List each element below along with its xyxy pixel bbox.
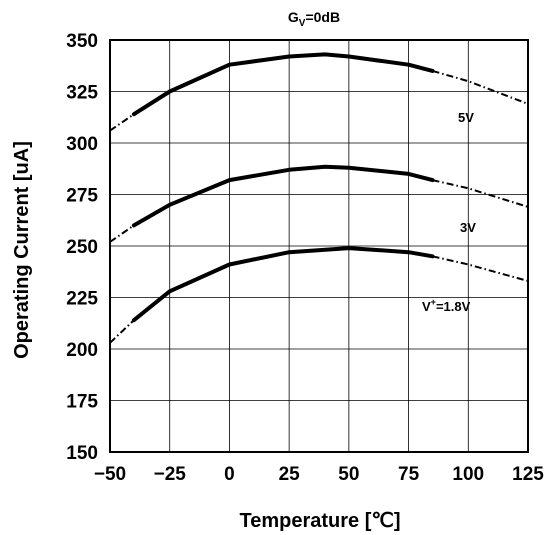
y-tick-label: 275 [66, 186, 98, 207]
x-tick-label: 75 [398, 464, 420, 485]
grid-lines [109, 39, 529, 453]
series-measured-line [131, 164, 435, 228]
plot-frame [109, 39, 529, 453]
title-main: G [288, 9, 299, 25]
chart-title: GV=0dB [288, 9, 340, 29]
series-lines [109, 52, 529, 344]
y-tick-label: 325 [66, 83, 98, 104]
y-tick-label: 225 [66, 289, 98, 310]
y-tick-label: 200 [66, 340, 98, 361]
title-sub: V [299, 18, 306, 29]
title-rest: =0dB [305, 9, 340, 25]
tick-labels: −50 −25 0 25 50 75 100 125 150 175 200 225 250 275 300… [66, 31, 544, 485]
series-extrapolation-high [432, 69, 529, 105]
y-axis-title: Operating Current [uA] [11, 141, 33, 359]
x-tick-label: 50 [338, 464, 359, 485]
x-axis-title: Temperature [℃] [239, 510, 400, 532]
series-extrapolation-low [109, 113, 135, 132]
series-label-1-8v: V+=1.8V [422, 297, 471, 314]
series-extrapolation-high [432, 179, 529, 208]
series-label-3v: 3V [460, 220, 476, 235]
series-extrapolation-low [109, 224, 135, 243]
series-label-5v: 5V [458, 110, 474, 125]
x-tick-label: 0 [224, 464, 235, 485]
x-tick-label: −25 [154, 464, 187, 485]
y-tick-label: 175 [66, 392, 98, 413]
series-extrapolation-low [109, 319, 135, 344]
series-measured-line [131, 52, 435, 117]
x-tick-label: −50 [94, 464, 126, 485]
x-tick-label: 100 [452, 464, 484, 485]
series-extrapolation-high [432, 255, 529, 282]
x-tick-label: 25 [279, 464, 301, 485]
y-tick-label: 350 [66, 31, 98, 52]
y-tick-label: 300 [66, 134, 98, 155]
y-tick-label: 150 [66, 443, 98, 464]
x-tick-label: 125 [512, 464, 544, 485]
series-measured-line [131, 246, 435, 323]
y-tick-label: 250 [66, 237, 98, 258]
